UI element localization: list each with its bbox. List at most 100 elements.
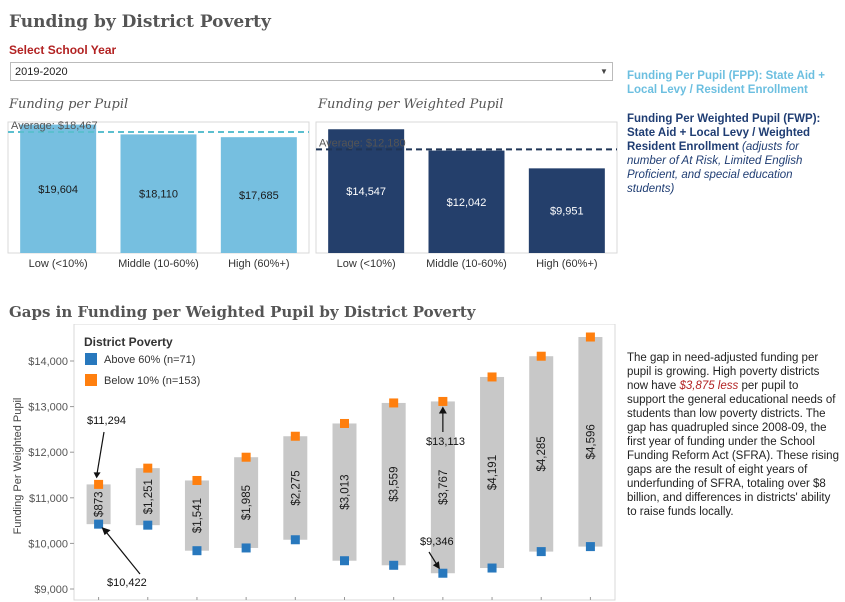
gap-value-label: $1,541 — [192, 498, 204, 533]
annotation-label: $9,346 — [420, 536, 454, 548]
gap-value-label: $3,559 — [389, 467, 401, 502]
annotation-arrowhead — [432, 561, 440, 570]
fwp-bar-chart: $14,547 Low (<10%) $12,042 Middle (10-60%) $… — [315, 121, 618, 270]
legend-title: District Poverty — [84, 335, 173, 349]
below-10-marker[interactable] — [536, 351, 546, 361]
annotation-label: $11,294 — [87, 415, 126, 427]
year-select-label: Select School Year — [9, 43, 117, 57]
below-10-marker[interactable] — [585, 332, 595, 342]
fpp-bar-value: $19,604 — [38, 184, 78, 196]
year-dropdown[interactable]: 2019-2020 ▼ — [10, 62, 613, 81]
gap-range-bar[interactable] — [529, 356, 554, 552]
fpp-definition: Funding Per Pupil (FPP): State Aid + Loc… — [627, 70, 825, 96]
y-tick-label: $11,000 — [29, 493, 68, 505]
fwp-bar-value: $14,547 — [346, 186, 386, 198]
fpp-bar[interactable] — [220, 137, 297, 253]
annotation-arrowhead — [438, 406, 447, 414]
annotation-label: $10,422 — [107, 577, 147, 589]
gap-range-bar[interactable] — [480, 376, 505, 569]
gap-value-label: $4,285 — [536, 436, 548, 471]
above-60-marker[interactable] — [487, 563, 497, 573]
fwp-definition: Funding Per Weighted Pupil (FWP): State … — [627, 112, 839, 196]
gap-value-label: $2,275 — [290, 470, 302, 505]
below-10-marker[interactable] — [340, 418, 349, 428]
gap-description: The gap in need-adjusted funding per pup… — [627, 351, 839, 519]
fwp-bar[interactable] — [528, 168, 605, 253]
fpp-bar-chart: $19,604 Low (<10%) $18,110 Middle (10-60%) $… — [7, 120, 310, 270]
above-60-marker[interactable] — [536, 547, 546, 557]
gap-description-part1: The gap in need-adjusted funding per pup… — [627, 352, 820, 392]
gap-range-chart: $9,000 $10,000 $11,000 $12,000 $13,000 $14,00… — [12, 324, 616, 601]
fpp-bar[interactable] — [20, 124, 97, 253]
below-10-marker[interactable] — [143, 463, 153, 473]
legend-swatch-above-60 — [85, 353, 97, 365]
above-60-marker[interactable] — [94, 519, 104, 529]
above-60-marker[interactable] — [192, 546, 202, 556]
gap-value-label: $4,191 — [487, 455, 499, 490]
gap-range-bar[interactable] — [578, 337, 603, 547]
below-10-marker[interactable] — [487, 372, 497, 382]
above-60-marker[interactable] — [340, 556, 349, 566]
legend-label-below-10: Below 10% (n=153) — [104, 375, 200, 387]
below-10-marker[interactable] — [94, 479, 104, 489]
gap-value-label: $4,596 — [585, 424, 597, 459]
chevron-down-icon[interactable]: ▼ — [600, 67, 608, 76]
below-10-marker[interactable] — [438, 396, 448, 406]
fpp-bar-value: $18,110 — [139, 189, 178, 201]
gap-value-label: $873 — [94, 491, 106, 517]
gap-range-bar[interactable] — [332, 423, 357, 561]
annotation-arrowhead — [93, 472, 101, 479]
above-60-marker[interactable] — [290, 535, 300, 545]
gap-description-part2: per pupil to support the general educati… — [627, 380, 839, 518]
below-10-marker[interactable] — [389, 398, 399, 408]
legend-label-above-60: Above 60% (n=71) — [104, 354, 195, 366]
gap-range-bar[interactable] — [135, 468, 160, 526]
above-60-marker[interactable] — [585, 542, 595, 552]
gaps-section-title: Gaps in Funding per Weighted Pupil by Di… — [9, 303, 476, 321]
annotation-arrow — [95, 431, 105, 477]
fwp-category-label: Low (<10%) — [337, 258, 396, 270]
fwp-bar-value: $9,951 — [550, 206, 584, 218]
fpp-category-label: Middle (10-60%) — [118, 258, 199, 270]
above-60-marker[interactable] — [241, 543, 251, 553]
fwp-chart-title: Funding per Weighted Pupil — [318, 97, 504, 112]
annotation-arrowhead — [101, 527, 111, 536]
page-title: Funding by District Poverty — [9, 12, 271, 32]
y-axis-label: Funding Per Weighted Pupil — [12, 398, 24, 535]
below-10-marker[interactable] — [290, 431, 300, 441]
below-10-marker[interactable] — [192, 475, 202, 485]
gap-range-bar[interactable] — [86, 484, 111, 525]
y-tick-label: $12,000 — [28, 447, 68, 459]
fpp-category-label: High (60%+) — [228, 258, 289, 270]
fwp-definition-main: Funding Per Weighted Pupil (FWP): State … — [627, 113, 821, 153]
gap-range-bar[interactable] — [381, 402, 406, 566]
fwp-average-label: Average: $12,180 — [319, 137, 406, 149]
annotation-arrow — [104, 529, 141, 575]
gap-value-label: $3,767 — [438, 470, 450, 505]
gap-range-bar[interactable] — [283, 436, 308, 540]
fpp-average-label: Average: $18,467 — [11, 120, 98, 132]
fpp-bar[interactable] — [120, 134, 197, 253]
fwp-bar[interactable] — [428, 150, 505, 253]
above-60-marker[interactable] — [143, 520, 153, 530]
gap-value-label: $1,251 — [143, 479, 155, 514]
year-dropdown-value: 2019-2020 — [15, 66, 68, 78]
y-tick-label: $14,000 — [28, 356, 68, 368]
fwp-definition-note: (adjusts for number of At Risk, Limited … — [627, 141, 803, 195]
above-60-marker[interactable] — [389, 560, 399, 570]
gap-value-label: $3,013 — [340, 475, 352, 510]
fpp-chart-title: Funding per Pupil — [9, 97, 129, 112]
y-tick-label: $10,000 — [28, 538, 68, 550]
above-60-marker[interactable] — [438, 568, 448, 578]
gap-value-label: $1,985 — [241, 485, 253, 520]
fpp-category-label: Low (<10%) — [29, 258, 88, 270]
gap-range-bar[interactable] — [234, 457, 259, 548]
legend-swatch-below-10 — [85, 374, 97, 386]
fwp-category-label: High (60%+) — [536, 258, 597, 270]
y-tick-label: $9,000 — [34, 584, 68, 596]
y-tick-label: $13,000 — [28, 402, 68, 414]
gap-range-bar[interactable] — [184, 480, 209, 551]
fwp-bar-value: $12,042 — [447, 197, 487, 209]
gap-highlight: $3,875 less — [679, 380, 739, 392]
below-10-marker[interactable] — [241, 452, 251, 462]
